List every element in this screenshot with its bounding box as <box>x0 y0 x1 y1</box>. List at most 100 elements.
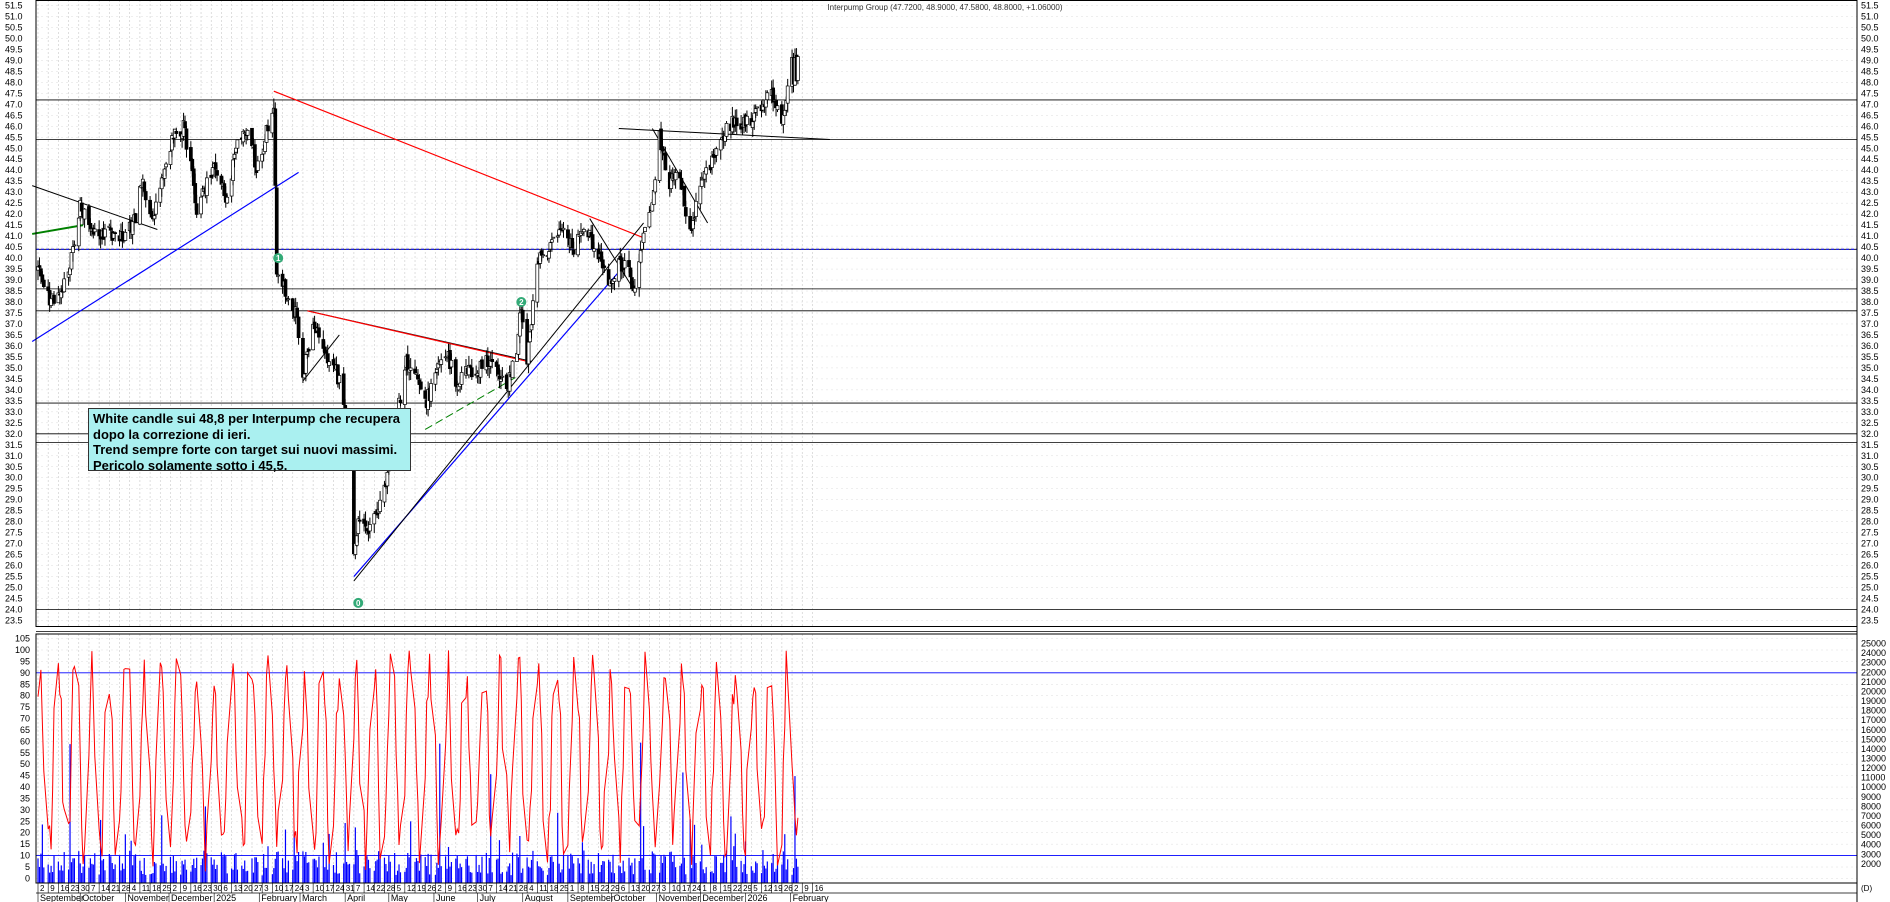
day-tick-label: 28 <box>519 884 528 893</box>
price-tick-label: 44.5 <box>1861 154 1879 164</box>
day-tick-label: 17 <box>285 884 294 893</box>
price-tick-label: 25.0 <box>5 583 23 593</box>
oscillator-tick-label: 40 <box>20 782 30 792</box>
trendline-green-dashed <box>424 376 518 430</box>
candle-body <box>255 160 260 171</box>
candle-body <box>368 524 372 532</box>
price-tick-label: 32.5 <box>5 418 23 428</box>
day-tick-label: 9 <box>50 884 55 893</box>
price-tick-label: 37.5 <box>1861 308 1879 318</box>
price-tick-label: 35.5 <box>1861 352 1879 362</box>
axes: 23.5 23.524.0 24.024.5 24.525.0 25.025.5 25.5… <box>5 0 1886 902</box>
month-label: December <box>702 893 744 902</box>
month-label: February <box>793 893 830 902</box>
price-tick-label: 37.0 <box>5 319 23 329</box>
price-tick-label: 51.5 <box>5 0 23 10</box>
candle-body <box>341 373 346 405</box>
candle-body <box>419 381 423 390</box>
day-tick-label: 25 <box>162 884 171 893</box>
price-tick-label: 43.0 <box>5 187 23 197</box>
candle-body <box>755 106 759 109</box>
day-tick-label: 4 <box>132 884 137 893</box>
price-tick-label: 24.5 <box>5 594 23 604</box>
candle-body <box>378 499 382 512</box>
day-tick-label: 4 <box>529 884 534 893</box>
day-tick-label: 2 <box>794 884 799 893</box>
price-tick-label: 35.0 <box>1861 363 1879 373</box>
candle-body <box>327 361 331 366</box>
price-tick-label: 48.5 <box>1861 66 1879 76</box>
price-tick-label: 47.0 <box>5 99 23 109</box>
candle-body <box>535 263 540 303</box>
price-tick-label: 28.5 <box>1861 506 1879 516</box>
day-tick-label: 26 <box>784 884 793 893</box>
price-tick-label: 43.5 <box>1861 176 1879 186</box>
price-tick-label: 36.5 <box>5 330 23 340</box>
candle-body <box>531 300 535 325</box>
day-tick-label: 14 <box>366 884 375 893</box>
candle-body <box>408 367 413 371</box>
candle-body <box>561 227 566 231</box>
wave-marker-label: 1 <box>276 254 281 263</box>
price-tick-label: 29.0 <box>5 495 23 505</box>
candle-body <box>62 278 67 293</box>
chart-title: Interpump Group (47.7200, 48.9000, 47.58… <box>827 3 1062 12</box>
day-tick-label: 28 <box>122 884 131 893</box>
price-tick-label: 38.0 <box>1861 297 1879 307</box>
candle-body <box>306 348 311 352</box>
oscillator-tick-label: 75 <box>20 702 30 712</box>
candle-body <box>469 367 474 378</box>
price-tick-label: 49.0 <box>5 55 23 65</box>
volume-tick-label: 3000 <box>1861 849 1881 859</box>
trendline-black-2 <box>353 222 644 582</box>
day-tick-label: 9 <box>183 884 188 893</box>
candle-body <box>123 231 128 241</box>
candle-body <box>653 179 658 193</box>
panel-frames <box>35 0 1858 902</box>
price-tick-label: 51.0 <box>5 11 23 21</box>
candle-body <box>133 213 138 224</box>
day-tick-label: 26 <box>427 884 436 893</box>
day-tick-label: 19 <box>417 884 426 893</box>
candle-body <box>714 148 719 156</box>
day-tick-label: 30 <box>81 884 90 893</box>
price-tick-label: 38.5 <box>1861 286 1879 296</box>
price-tick-label: 46.0 <box>5 121 23 131</box>
oscillator-tick-label: 25 <box>20 816 30 826</box>
day-tick-label: 5 <box>753 884 758 893</box>
day-tick-label: 15 <box>590 884 599 893</box>
day-tick-label: 2 <box>437 884 442 893</box>
candle-body <box>682 185 687 207</box>
candle-body <box>520 309 525 323</box>
day-tick-label: 10 <box>315 884 324 893</box>
price-tick-label: 34.5 <box>5 374 23 384</box>
oscillator-tick-label: 60 <box>20 736 30 746</box>
price-tick-label: 47.5 <box>1861 88 1879 98</box>
volume-tick-label: 22000 <box>1861 667 1886 677</box>
price-tick-label: 27.0 <box>1861 539 1879 549</box>
price-tick-label: 39.5 <box>5 264 23 274</box>
candle-body <box>734 117 739 127</box>
volume-tick-label: 4000 <box>1861 840 1881 850</box>
candle-body <box>357 519 362 522</box>
candle-body <box>449 359 454 368</box>
day-tick-label: 16 <box>60 884 69 893</box>
price-tick-label: 35.0 <box>5 363 23 373</box>
candle-body <box>643 227 647 232</box>
volume-tick-label: 13000 <box>1861 754 1886 764</box>
month-label: October <box>82 893 114 902</box>
oscillator-tick-label: 85 <box>20 679 30 689</box>
oscillator-tick-label: 35 <box>20 793 30 803</box>
candle-body <box>637 261 642 288</box>
price-tick-label: 39.5 <box>1861 264 1879 274</box>
oscillator-tick-label: 0 <box>25 873 30 883</box>
candle-body <box>143 191 148 201</box>
candle-body <box>103 228 107 238</box>
volume-tick-label: 19000 <box>1861 696 1886 706</box>
price-tick-label: 24.5 <box>1861 594 1879 604</box>
price-tick-label: 40.0 <box>1861 253 1879 263</box>
candle-body <box>235 139 240 149</box>
candle-body <box>276 274 281 277</box>
candle-body <box>363 520 368 527</box>
price-tick-label: 34.0 <box>5 385 23 395</box>
